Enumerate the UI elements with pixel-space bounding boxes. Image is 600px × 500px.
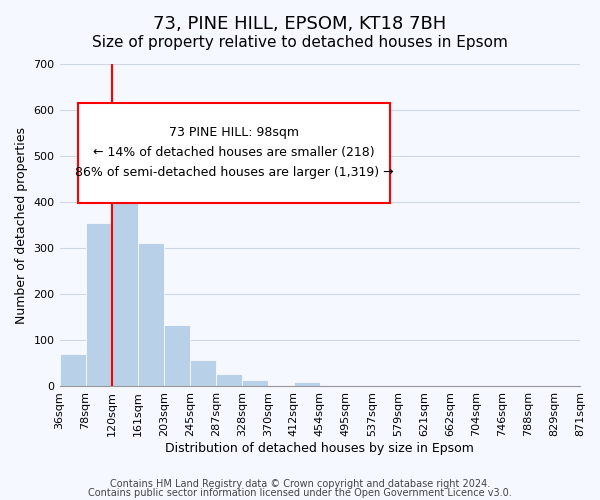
Y-axis label: Number of detached properties: Number of detached properties bbox=[15, 126, 28, 324]
Bar bbox=[190, 360, 215, 386]
Bar bbox=[112, 126, 137, 386]
Text: Size of property relative to detached houses in Epsom: Size of property relative to detached ho… bbox=[92, 35, 508, 50]
Text: Contains public sector information licensed under the Open Government Licence v3: Contains public sector information licen… bbox=[88, 488, 512, 498]
Bar bbox=[59, 354, 86, 386]
X-axis label: Distribution of detached houses by size in Epsom: Distribution of detached houses by size … bbox=[166, 442, 474, 455]
Bar bbox=[294, 382, 320, 386]
Text: 73, PINE HILL, EPSOM, KT18 7BH: 73, PINE HILL, EPSOM, KT18 7BH bbox=[154, 15, 446, 33]
Bar bbox=[164, 325, 190, 386]
Bar bbox=[137, 242, 164, 386]
Bar bbox=[242, 380, 268, 386]
Text: Contains HM Land Registry data © Crown copyright and database right 2024.: Contains HM Land Registry data © Crown c… bbox=[110, 479, 490, 489]
Bar bbox=[86, 223, 112, 386]
Bar bbox=[215, 374, 242, 386]
Text: 73 PINE HILL: 98sqm
← 14% of detached houses are smaller (218)
86% of semi-detac: 73 PINE HILL: 98sqm ← 14% of detached ho… bbox=[74, 126, 394, 179]
